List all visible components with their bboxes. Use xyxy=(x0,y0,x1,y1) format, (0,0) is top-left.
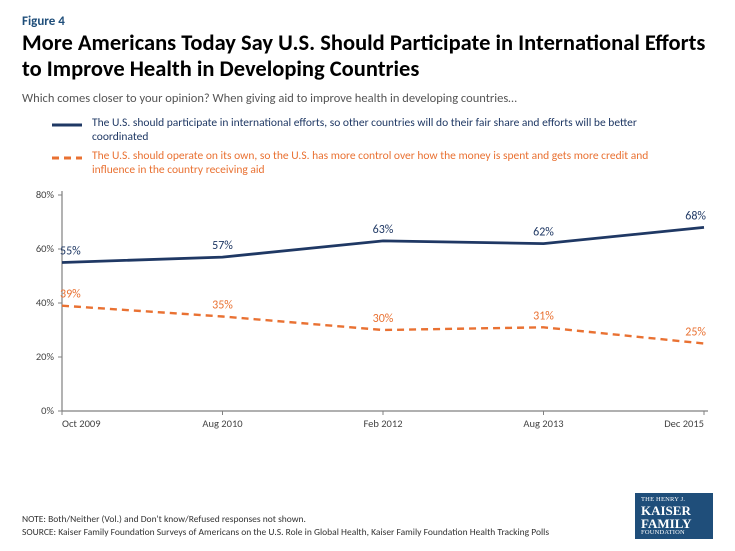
note-text: NOTE: Both/Neither (Vol.) and Don't know… xyxy=(22,513,549,526)
svg-text:68%: 68% xyxy=(685,210,706,224)
svg-text:20%: 20% xyxy=(36,350,55,363)
svg-text:40%: 40% xyxy=(36,296,55,309)
legend-swatch-solid xyxy=(52,120,82,130)
svg-text:25%: 25% xyxy=(685,326,706,340)
footer-notes: NOTE: Both/Neither (Vol.) and Don't know… xyxy=(22,513,549,539)
svg-text:Oct 2009: Oct 2009 xyxy=(62,417,101,430)
chart-subtitle: Which comes closer to your opinion? When… xyxy=(22,91,713,106)
svg-text:30%: 30% xyxy=(373,312,394,326)
legend-item: The U.S. should participate in internati… xyxy=(52,116,713,145)
logo-line2: KAISER xyxy=(641,504,707,517)
svg-text:Dec 2015: Dec 2015 xyxy=(664,417,704,430)
legend-text: The U.S. should operate on its own, so t… xyxy=(92,149,692,178)
svg-text:55%: 55% xyxy=(60,245,81,259)
logo-line3: FAMILY xyxy=(641,517,707,530)
legend-swatch-dashed xyxy=(52,153,82,163)
svg-text:Feb 2012: Feb 2012 xyxy=(363,417,402,430)
svg-text:57%: 57% xyxy=(212,239,233,253)
svg-text:35%: 35% xyxy=(212,299,233,313)
figure-number-label: Figure 4 xyxy=(22,14,713,29)
line-chart: 0% 20% 40% 60% 80% Oct 2009 Aug 2010 Feb 2012 Au… xyxy=(22,183,712,433)
svg-text:80%: 80% xyxy=(36,188,55,201)
svg-text:Aug 2010: Aug 2010 xyxy=(202,417,243,430)
legend-block: The U.S. should participate in internati… xyxy=(52,116,713,178)
source-text: SOURCE: Kaiser Family Foundation Surveys… xyxy=(22,526,549,539)
svg-text:60%: 60% xyxy=(36,242,55,255)
chart-title: More Americans Today Say U.S. Should Par… xyxy=(22,31,713,83)
svg-text:63%: 63% xyxy=(373,223,394,237)
legend-item: The U.S. should operate on its own, so t… xyxy=(52,149,713,178)
svg-text:31%: 31% xyxy=(533,310,554,324)
chart-canvas-wrap: 0% 20% 40% 60% 80% Oct 2009 Aug 2010 Feb 2012 Au… xyxy=(22,183,713,438)
svg-text:0%: 0% xyxy=(41,404,54,417)
svg-text:62%: 62% xyxy=(533,226,554,240)
kff-logo: THE HENRY J. KAISER FAMILY FOUNDATION xyxy=(635,493,713,539)
svg-text:Aug 2013: Aug 2013 xyxy=(523,417,563,430)
legend-text: The U.S. should participate in internati… xyxy=(92,116,692,145)
logo-line4: FOUNDATION xyxy=(641,530,707,537)
svg-text:39%: 39% xyxy=(60,288,81,302)
